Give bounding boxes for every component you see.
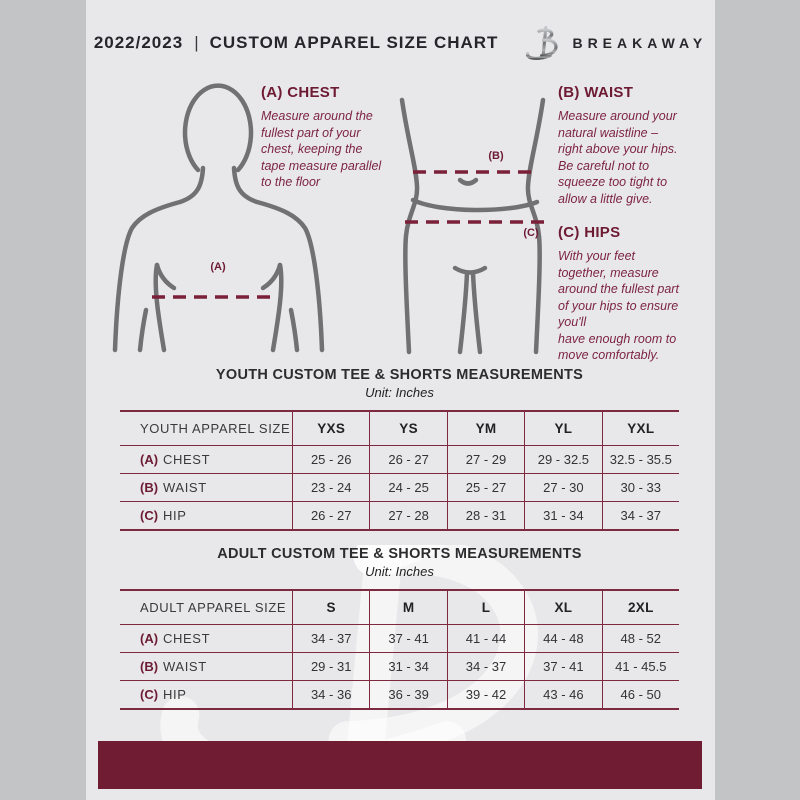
row-label: (B) WAIST bbox=[120, 473, 292, 501]
size-cell: 46 - 50 bbox=[601, 680, 679, 708]
waist-guide-heading: (B) WAIST bbox=[558, 84, 634, 101]
waist-line-label: (B) bbox=[488, 150, 504, 162]
row-name: WAIST bbox=[163, 659, 207, 674]
page-title: CUSTOM APPAREL SIZE CHART bbox=[209, 33, 499, 52]
row-name: HIP bbox=[163, 508, 187, 523]
hips-guide-heading: (C) HIPS bbox=[558, 224, 621, 241]
adult-table-grid: ADULT APPAREL SIZE S M L XL 2XL (A) CHES… bbox=[120, 589, 679, 710]
column-header: YXS bbox=[292, 412, 369, 445]
size-cell: 34 - 37 bbox=[446, 652, 525, 680]
size-cell: 48 - 52 bbox=[601, 624, 679, 652]
chest-line-label: (A) bbox=[210, 261, 226, 273]
size-cell: 25 - 27 bbox=[446, 473, 525, 501]
size-cell: 36 - 39 bbox=[369, 680, 447, 708]
column-header: XL bbox=[524, 591, 601, 624]
column-header: YS bbox=[369, 412, 446, 445]
torso-figure bbox=[112, 83, 325, 353]
column-header: YL bbox=[524, 412, 601, 445]
season-label: 2022/2023 bbox=[93, 33, 184, 52]
size-cell: 34 - 37 bbox=[292, 624, 370, 652]
size-cell: 29 - 32.5 bbox=[524, 445, 602, 473]
hip-line-label: (C) bbox=[523, 227, 539, 239]
row-prefix: (A) bbox=[140, 452, 159, 467]
waist-guide: (B) WAIST Measure around your natural wa… bbox=[558, 84, 718, 207]
row-name: CHEST bbox=[163, 631, 211, 646]
head-outline bbox=[182, 83, 254, 173]
row-label: (A) CHEST bbox=[120, 624, 292, 652]
row-prefix: (C) bbox=[140, 687, 159, 702]
size-cell: 25 - 26 bbox=[292, 445, 370, 473]
column-header: ADULT APPAREL SIZE bbox=[140, 600, 287, 615]
size-cell: 39 - 42 bbox=[446, 680, 525, 708]
size-cell: 41 - 45.5 bbox=[601, 652, 679, 680]
size-cell: 44 - 48 bbox=[524, 624, 602, 652]
size-cell: 34 - 37 bbox=[601, 501, 679, 529]
row-name: HIP bbox=[163, 687, 187, 702]
column-header: M bbox=[369, 591, 446, 624]
adult-size-table: ADULT CUSTOM TEE & SHORTS MEASUREMENTS U… bbox=[120, 545, 679, 710]
page-header: 2022/2023 | CUSTOM APPAREL SIZE CHART bbox=[86, 24, 715, 62]
row-label: (A) CHEST bbox=[120, 445, 292, 473]
hips-guide-text: With your feet together, measure around … bbox=[558, 249, 679, 362]
youth-table-grid: YOUTH APPAREL SIZE YXS YS YM YL YXL (A) … bbox=[120, 410, 679, 531]
column-header: YM bbox=[446, 412, 524, 445]
size-cell: 24 - 25 bbox=[369, 473, 447, 501]
hip-curve bbox=[410, 197, 540, 213]
size-cell: 41 - 44 bbox=[446, 624, 525, 652]
brand-name: BREAKAWAY bbox=[572, 35, 708, 51]
size-cell: 27 - 28 bbox=[369, 501, 447, 529]
size-cell: 31 - 34 bbox=[524, 501, 602, 529]
navel-mark bbox=[457, 177, 479, 186]
chest-guide-heading: (A) CHEST bbox=[261, 84, 340, 101]
brand-logo: BREAKAWAY bbox=[522, 24, 707, 62]
adult-table-unit: Unit: Inches bbox=[365, 564, 434, 579]
row-label: (C) HIP bbox=[120, 680, 292, 708]
size-cell: 26 - 27 bbox=[369, 445, 447, 473]
column-header: L bbox=[446, 591, 524, 624]
size-cell: 28 - 31 bbox=[446, 501, 525, 529]
row-prefix: (B) bbox=[140, 480, 159, 495]
size-cell: 32.5 - 35.5 bbox=[601, 445, 679, 473]
size-cell: 26 - 27 bbox=[292, 501, 370, 529]
size-cell: 31 - 34 bbox=[369, 652, 447, 680]
breakaway-b-logo-icon bbox=[526, 26, 559, 60]
youth-size-table: YOUTH CUSTOM TEE & SHORTS MEASUREMENTS U… bbox=[120, 366, 679, 531]
column-header: YOUTH APPAREL SIZE bbox=[140, 421, 291, 436]
adult-table-title: ADULT CUSTOM TEE & SHORTS MEASUREMENTS bbox=[217, 546, 582, 562]
hips-guide: (C) HIPS With your feet together, measur… bbox=[558, 224, 728, 364]
size-cell: 27 - 29 bbox=[446, 445, 525, 473]
chest-guide-text: Measure around the fullest part of your … bbox=[261, 109, 382, 189]
footer-accent-bar bbox=[98, 741, 702, 789]
row-prefix: (B) bbox=[140, 659, 159, 674]
size-cell: 37 - 41 bbox=[369, 624, 447, 652]
size-cell: 27 - 30 bbox=[524, 473, 602, 501]
size-cell: 30 - 33 bbox=[601, 473, 679, 501]
row-prefix: (C) bbox=[140, 508, 159, 523]
size-cell: 34 - 36 bbox=[292, 680, 370, 708]
size-cell: 23 - 24 bbox=[292, 473, 370, 501]
row-prefix: (A) bbox=[140, 631, 159, 646]
row-label: (B) WAIST bbox=[120, 652, 292, 680]
size-cell: 43 - 46 bbox=[524, 680, 602, 708]
size-chart-page: 2022/2023 | CUSTOM APPAREL SIZE CHART bbox=[86, 0, 715, 800]
size-cell: 37 - 41 bbox=[524, 652, 602, 680]
size-cell: 29 - 31 bbox=[292, 652, 370, 680]
youth-table-unit: Unit: Inches bbox=[365, 385, 434, 400]
header-divider: | bbox=[194, 33, 199, 52]
row-name: WAIST bbox=[163, 480, 207, 495]
waist-guide-text: Measure around your natural waistline – … bbox=[558, 109, 678, 206]
row-name: CHEST bbox=[163, 452, 211, 467]
row-label: (C) HIP bbox=[120, 501, 292, 529]
column-header: S bbox=[292, 591, 369, 624]
youth-table-title: YOUTH CUSTOM TEE & SHORTS MEASUREMENTS bbox=[215, 367, 584, 383]
chest-guide: (A) CHEST Measure around the fullest par… bbox=[261, 84, 426, 191]
column-header: 2XL bbox=[601, 591, 679, 624]
column-header: YXL bbox=[601, 412, 679, 445]
hips-figure bbox=[399, 97, 546, 355]
